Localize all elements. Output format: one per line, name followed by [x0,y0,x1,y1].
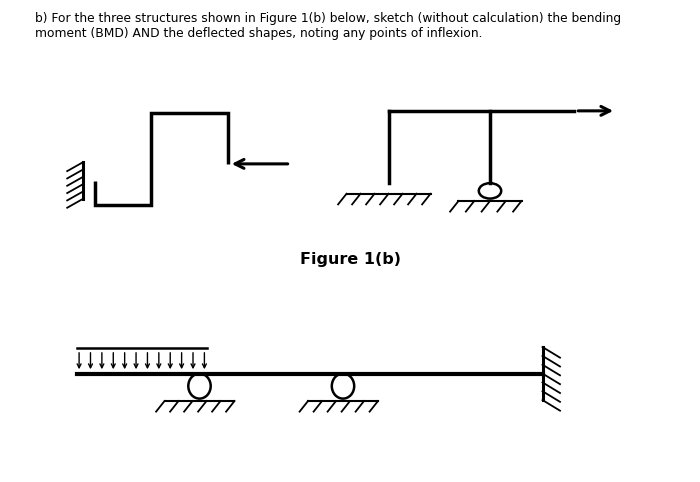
Text: Figure 1(b): Figure 1(b) [300,252,400,267]
Text: b) For the three structures shown in Figure 1(b) below, sketch (without calculat: b) For the three structures shown in Fig… [35,12,621,40]
